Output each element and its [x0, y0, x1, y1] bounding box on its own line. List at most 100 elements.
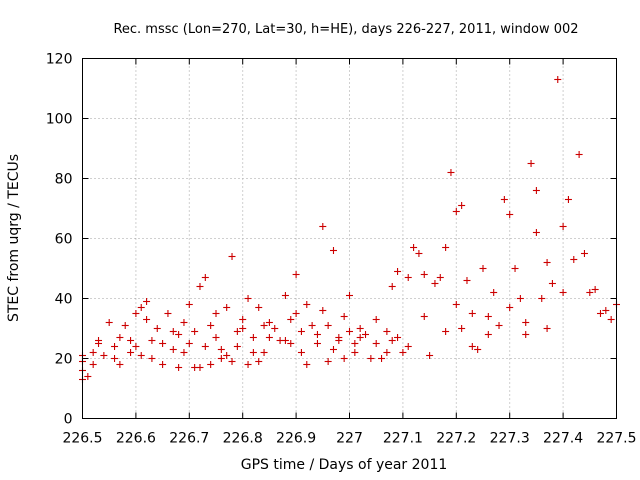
data-point — [484, 331, 492, 338]
data-point — [260, 322, 268, 329]
data-point — [111, 355, 119, 362]
x-tick-label: 227.5 — [596, 431, 636, 447]
data-point — [137, 352, 145, 359]
data-point — [490, 289, 498, 296]
data-point — [452, 301, 460, 308]
data-point — [346, 328, 353, 335]
data-point — [292, 310, 300, 317]
data-point — [249, 349, 257, 356]
data-point — [324, 322, 332, 329]
data-point — [239, 316, 247, 323]
x-axis-label: GPS time / Days of year 2011 — [241, 457, 448, 473]
data-point — [196, 364, 204, 371]
data-point — [271, 325, 279, 332]
data-point — [185, 301, 193, 308]
data-point — [532, 229, 540, 236]
data-point — [297, 349, 305, 356]
data-point — [137, 304, 145, 311]
y-tick-label: 80 — [55, 172, 73, 188]
data-point — [143, 316, 151, 323]
data-point — [495, 322, 503, 329]
data-point — [415, 250, 423, 257]
data-point — [180, 319, 188, 326]
data-point — [388, 337, 396, 344]
data-point — [207, 361, 215, 368]
data-point — [607, 316, 615, 323]
data-point — [474, 346, 482, 353]
data-point — [329, 247, 337, 254]
data-point — [217, 346, 225, 353]
y-tick-label: 100 — [46, 112, 73, 128]
data-point — [217, 355, 225, 362]
data-point — [297, 328, 305, 335]
data-point — [169, 346, 177, 353]
data-point — [212, 334, 220, 341]
data-point — [346, 292, 353, 299]
data-point — [164, 310, 172, 317]
data-point — [303, 301, 311, 308]
data-point — [89, 349, 97, 356]
data-point — [148, 337, 156, 344]
data-point — [255, 304, 263, 311]
data-point — [591, 286, 599, 293]
x-tick-label: 226.7 — [169, 431, 209, 447]
y-tick-label: 40 — [55, 292, 73, 308]
data-point — [559, 289, 567, 296]
y-tick-label: 20 — [55, 352, 73, 368]
data-point — [356, 325, 364, 332]
y-tick-label: 120 — [46, 52, 73, 68]
data-point — [479, 265, 487, 272]
data-point — [89, 361, 97, 368]
data-point — [426, 352, 434, 359]
data-point — [447, 169, 455, 176]
data-point — [292, 271, 300, 278]
data-point — [548, 280, 556, 287]
data-point — [319, 307, 327, 314]
chart-title: Rec. mssc (Lon=270, Lat=30, h=HE), days … — [113, 22, 578, 37]
data-point — [399, 349, 407, 356]
data-point — [260, 349, 268, 356]
x-tick-label: 227.1 — [383, 431, 423, 447]
data-point — [468, 310, 476, 317]
data-point — [143, 298, 151, 305]
data-point — [340, 313, 348, 320]
data-point — [596, 310, 604, 317]
data-point — [313, 331, 321, 338]
plot-frame — [82, 58, 617, 419]
data-point — [431, 280, 439, 287]
data-point — [463, 277, 471, 284]
data-point — [148, 355, 156, 362]
data-point — [586, 289, 594, 296]
data-point — [223, 304, 231, 311]
data-point — [313, 340, 321, 347]
data-point — [180, 349, 188, 356]
data-point — [351, 349, 359, 356]
data-point — [201, 274, 209, 281]
data-point — [159, 361, 167, 368]
data-point — [554, 76, 562, 83]
data-point — [196, 283, 204, 290]
data-point — [175, 331, 183, 338]
data-point — [394, 268, 402, 275]
data-point — [420, 271, 428, 278]
y-tick-label: 60 — [55, 232, 73, 248]
x-tick-label: 226.5 — [62, 431, 102, 447]
data-point — [335, 334, 343, 341]
data-point — [153, 325, 161, 332]
data-point — [287, 316, 295, 323]
gridlines — [82, 58, 617, 419]
data-point — [169, 328, 177, 335]
data-point — [244, 361, 252, 368]
data-point — [420, 313, 428, 320]
data-point — [116, 334, 124, 341]
data-point — [458, 325, 466, 332]
data-point — [132, 343, 140, 350]
data-point — [175, 364, 183, 371]
data-point — [452, 208, 460, 215]
data-point — [410, 244, 418, 251]
data-point — [255, 358, 263, 365]
data-point — [265, 334, 273, 341]
y-tick-labels: 0 20 40 60 80 100 120 — [46, 52, 73, 428]
x-tick-label: 226.8 — [223, 431, 263, 447]
